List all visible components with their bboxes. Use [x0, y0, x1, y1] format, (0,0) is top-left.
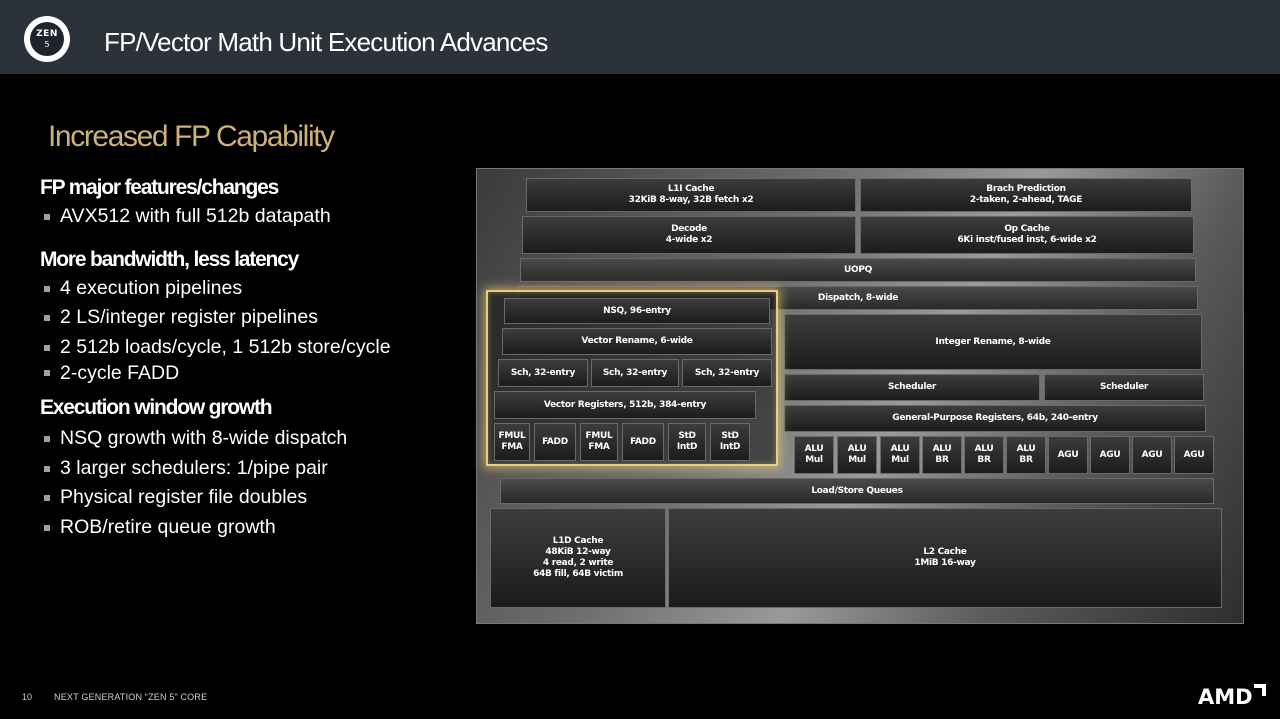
- fp-scheduler-block: Sch, 32-entry: [591, 359, 679, 387]
- bullet-item: 3 larger schedulers: 1/pipe pair: [40, 454, 480, 484]
- group-fp-features: FP major features/changes AVX512 with fu…: [40, 174, 480, 232]
- fp-unit: FADD: [622, 423, 664, 461]
- bullet-item: ROB/retire queue growth: [40, 513, 480, 543]
- l1i-cache-block: L1I Cache 32KiB 8-way, 32B fetch x2: [526, 178, 856, 212]
- brand-text: AMD: [1198, 685, 1253, 709]
- l1d-cache-block: L1D Cache 48KiB 12-way 4 read, 2 write 6…: [490, 508, 666, 608]
- bullet-item: 4 execution pipelines: [40, 274, 480, 304]
- logo-number: 5: [44, 40, 50, 49]
- header-bar: ZEN 5 FP/Vector Math Unit Execution Adva…: [0, 0, 1280, 74]
- feature-list: FP major features/changes AVX512 with fu…: [40, 174, 480, 542]
- group-title: FP major features/changes: [40, 176, 279, 199]
- fp-unit: StD IntD: [668, 423, 706, 461]
- int-unit: AGU: [1090, 436, 1130, 474]
- bullet-item: AVX512 with full 512b datapath: [40, 202, 480, 232]
- fp-unit: FADD: [534, 423, 576, 461]
- nsq-block: NSQ, 96-entry: [504, 298, 770, 324]
- integer-rename-block: Integer Rename, 8-wide: [784, 314, 1202, 370]
- int-unit: AGU: [1048, 436, 1088, 474]
- vector-registers-block: Vector Registers, 512b, 384-entry: [494, 391, 756, 419]
- int-unit: ALU BR: [922, 436, 962, 474]
- int-unit: AGU: [1174, 436, 1214, 474]
- l2-cache-block: L2 Cache 1MiB 16-way: [668, 508, 1222, 608]
- fp-scheduler-block: Sch, 32-entry: [682, 359, 772, 387]
- op-cache-block: Op Cache 6Ki inst/fused inst, 6-wide x2: [860, 216, 1194, 254]
- vector-rename-block: Vector Rename, 6-wide: [502, 328, 772, 355]
- bullet-item: 2-cycle FADD: [40, 362, 480, 384]
- int-unit: ALU Mul: [880, 436, 920, 474]
- gpr-block: General-Purpose Registers, 64b, 240-entr…: [784, 405, 1206, 432]
- section-title: Increased FP Capability: [48, 120, 335, 153]
- fp-unit: StD IntD: [710, 423, 750, 461]
- int-unit: AGU: [1132, 436, 1172, 474]
- int-unit: ALU Mul: [794, 436, 834, 474]
- group-execution-window: Execution window growth NSQ growth with …: [40, 394, 480, 542]
- group-bandwidth: More bandwidth, less latency 4 execution…: [40, 246, 480, 385]
- slide-title: FP/Vector Math Unit Execution Advances: [104, 27, 548, 57]
- int-scheduler-block: Scheduler: [1044, 374, 1204, 401]
- decode-block: Decode 4-wide x2: [522, 216, 856, 254]
- amd-arrow-icon: [1253, 684, 1266, 696]
- bullet-item: Physical register file doubles: [40, 483, 480, 513]
- int-unit: ALU BR: [1006, 436, 1046, 474]
- int-unit: ALU BR: [964, 436, 1004, 474]
- page-number: 10: [22, 692, 33, 702]
- fp-unit: FMUL FMA: [580, 423, 618, 461]
- amd-logo: AMD: [1198, 684, 1266, 709]
- group-title: Execution window growth: [40, 396, 273, 419]
- load-store-queues-block: Load/Store Queues: [500, 478, 1214, 504]
- bullet-item: 2 512b loads/cycle, 1 512b store/cycle: [40, 333, 480, 363]
- bullet-item: 2 LS/integer register pipelines: [40, 303, 480, 333]
- bullet-item: NSQ growth with 8-wide dispatch: [40, 424, 480, 454]
- footer-text: NEXT GENERATION “ZEN 5” CORE: [54, 692, 208, 702]
- zen5-logo: ZEN 5: [24, 16, 70, 62]
- group-title: More bandwidth, less latency: [40, 247, 299, 271]
- int-scheduler-block: Scheduler: [784, 374, 1040, 401]
- uopq-block: UOPQ: [520, 258, 1196, 282]
- fp-unit: FMUL FMA: [494, 423, 530, 461]
- logo-text: ZEN: [36, 29, 58, 39]
- int-unit: ALU Mul: [837, 436, 877, 474]
- fp-scheduler-block: Sch, 32-entry: [498, 359, 588, 387]
- branch-prediction-block: Brach Prediction 2-taken, 2-ahead, TAGE: [860, 178, 1192, 212]
